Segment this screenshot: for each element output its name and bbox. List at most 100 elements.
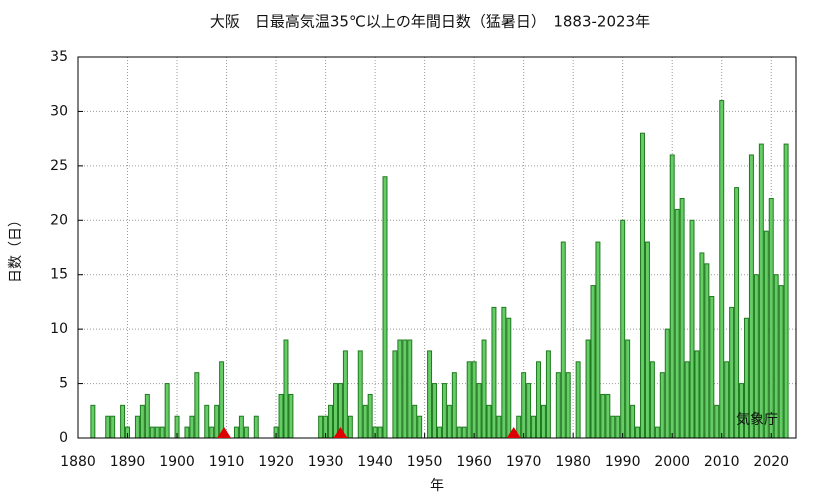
- bar: [709, 295, 715, 439]
- bar: [243, 426, 249, 439]
- bar: [392, 350, 398, 439]
- x-tick-label: 1960: [456, 454, 492, 470]
- bar: [278, 393, 284, 439]
- bar: [635, 426, 641, 439]
- bar: [333, 383, 338, 439]
- bar: [644, 241, 650, 439]
- bar: [630, 404, 636, 439]
- bar: [164, 383, 170, 439]
- bar: [154, 426, 160, 439]
- bar: [610, 415, 616, 439]
- bar: [432, 383, 438, 439]
- plot-frame: [77, 56, 797, 439]
- bar: [506, 317, 512, 439]
- bar: [560, 241, 566, 439]
- bar: [734, 187, 740, 439]
- bar: [233, 426, 239, 439]
- bar: [491, 306, 497, 439]
- bar: [763, 230, 769, 439]
- x-tick-label: 1940: [357, 454, 393, 470]
- bar: [486, 404, 492, 439]
- bar: [120, 404, 126, 439]
- y-tick-label: 35: [50, 49, 68, 65]
- bar: [575, 361, 581, 439]
- bar: [283, 339, 289, 439]
- x-tick-label: 1950: [407, 454, 443, 470]
- bar: [382, 176, 388, 439]
- bar: [526, 383, 532, 439]
- bar: [417, 415, 423, 439]
- bar: [545, 350, 551, 439]
- bar: [204, 404, 210, 439]
- bar: [684, 361, 690, 439]
- bar: [625, 339, 631, 439]
- bar: [328, 404, 334, 439]
- bar: [600, 393, 606, 439]
- bar: [669, 154, 675, 439]
- bar: [659, 372, 665, 439]
- x-tick-label: 1910: [209, 454, 245, 470]
- bar: [402, 339, 408, 439]
- bar: [466, 361, 472, 439]
- bar: [585, 339, 591, 439]
- bar: [783, 143, 789, 439]
- bar: [729, 306, 735, 439]
- bar: [654, 426, 660, 439]
- x-tick-label: 2020: [753, 454, 789, 470]
- bar: [105, 415, 111, 439]
- bar: [694, 350, 700, 439]
- x-tick-label: 2010: [704, 454, 740, 470]
- bar: [739, 383, 745, 439]
- x-tick-label: 1890: [110, 454, 146, 470]
- bar: [714, 404, 720, 439]
- bar: [640, 132, 645, 439]
- bar: [521, 372, 527, 439]
- bar: [471, 361, 477, 439]
- bar: [184, 426, 190, 439]
- bar: [347, 415, 353, 439]
- bar: [679, 198, 685, 439]
- bar: [704, 263, 710, 439]
- bar: [565, 372, 571, 439]
- x-tick-label: 1990: [605, 454, 641, 470]
- bar: [456, 426, 462, 439]
- bar: [149, 426, 155, 439]
- marker: [333, 427, 348, 438]
- y-tick-label: 25: [50, 158, 68, 174]
- x-axis-label: 年: [430, 478, 444, 494]
- bar: [412, 404, 418, 439]
- bar: [342, 350, 348, 439]
- bars: [90, 100, 789, 439]
- bar: [768, 198, 774, 439]
- bar: [758, 143, 764, 439]
- bar: [219, 361, 225, 439]
- bar: [649, 361, 655, 439]
- bar: [238, 415, 244, 439]
- bar: [194, 372, 200, 439]
- bar: [209, 426, 215, 439]
- y-tick-label: 20: [50, 212, 68, 228]
- bar: [362, 404, 368, 439]
- y-axis-label: 日数（日）: [8, 213, 24, 283]
- marker: [217, 427, 232, 438]
- bar: [595, 241, 601, 439]
- bar: [367, 393, 373, 439]
- bar: [446, 404, 452, 439]
- bar: [461, 426, 467, 439]
- bar: [496, 415, 502, 439]
- bar: [778, 285, 784, 439]
- chart-title: 大阪 日最高気温35℃以上の年間日数（猛暑日） 1883-2023年: [210, 13, 650, 31]
- bar: [605, 393, 611, 439]
- bar: [531, 415, 537, 439]
- bar: [144, 393, 150, 439]
- bar: [590, 285, 596, 439]
- bar: [357, 350, 363, 439]
- x-tick-label: 1880: [60, 454, 96, 470]
- bar: [615, 415, 621, 439]
- bar: [134, 415, 140, 439]
- bar: [540, 404, 546, 439]
- bar: [318, 415, 324, 439]
- bar: [90, 404, 96, 439]
- y-tick-label: 15: [50, 267, 68, 283]
